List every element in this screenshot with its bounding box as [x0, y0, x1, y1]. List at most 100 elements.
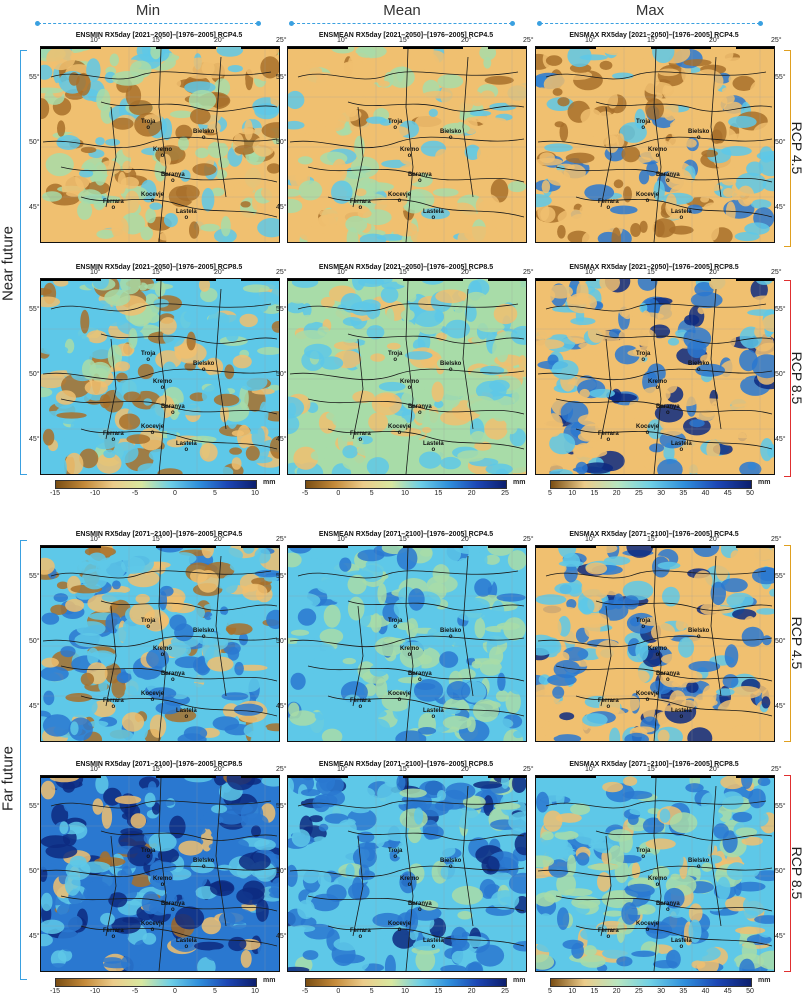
- colorbar-tick-label: -15: [49, 490, 61, 497]
- city-label: Kocevje o: [636, 424, 660, 436]
- lat-tick-label: 50°: [775, 868, 786, 875]
- city-label: Kocevje o: [636, 921, 660, 933]
- city-label: Kremo o: [400, 147, 420, 159]
- city-label: Bielsko o: [440, 858, 462, 870]
- colorbar-tick-label: 0: [336, 490, 341, 497]
- scenario-label: RCP 4.5: [789, 616, 805, 670]
- lon-tick-label: 20°: [214, 536, 225, 543]
- city-label: Bielsko o: [688, 129, 710, 141]
- city-label: Lastela o: [423, 441, 444, 453]
- city-label: Kremo o: [153, 876, 173, 888]
- city-label: Lastela o: [423, 708, 444, 720]
- colorbar-tick-label: 10: [568, 988, 577, 995]
- lat-tick-label: 50°: [29, 638, 40, 645]
- city-label: Bielsko o: [440, 361, 462, 373]
- frame-bar: [241, 47, 279, 49]
- colorbar-tick-label: 10: [401, 490, 409, 497]
- colorbar-tick-label: 30: [657, 988, 666, 995]
- lon-tick-label: 15°: [152, 536, 163, 543]
- lon-tick-label: 10°: [90, 269, 101, 276]
- lon-tick-label: 10°: [90, 37, 101, 44]
- city-label: Ferrara o: [598, 698, 619, 710]
- lat-tick-label: 55°: [276, 573, 287, 580]
- panel-title: ENSMIN RX5day [2021–2050]–[1976–2005] RC…: [75, 264, 243, 271]
- city-label: Ferrara o: [598, 928, 619, 940]
- lon-tick-label: 25°: [276, 37, 287, 44]
- lon-tick-label: 15°: [399, 536, 410, 543]
- city-label: Ferrara o: [350, 431, 371, 443]
- city-label: Baranya o: [408, 671, 432, 683]
- map-panel: Troja o Bielsko o Kremo o Baranya o Kocevje o Ferr…: [287, 278, 527, 475]
- panel-title: ENSMAX RX5day [2021–2050]–[1976–2005] RC…: [569, 264, 739, 271]
- panel-title: ENSMIN RX5day [2071–2100]–[1976–2005] RC…: [75, 761, 243, 768]
- lon-tick-label: 15°: [152, 766, 163, 773]
- scenario-label: RCP 8.5: [789, 846, 805, 900]
- colorbar-tick-label: 50: [746, 490, 754, 497]
- lat-tick-label: 55°: [276, 803, 287, 810]
- column-title: Mean: [383, 2, 421, 19]
- frame-bar: [651, 47, 711, 49]
- lat-tick-label: 45°: [276, 933, 287, 940]
- lon-tick-label: 25°: [523, 766, 534, 773]
- frame-bar: [403, 279, 463, 281]
- lat-tick-label: 45°: [29, 436, 40, 443]
- colorbar-unit: mm: [263, 479, 276, 486]
- city-label: Lastela o: [671, 441, 692, 453]
- panel-title: ENSMAX RX5day [2021–2050]–[1976–2005] RC…: [569, 32, 739, 39]
- colorbar-tick-label: 20: [612, 490, 621, 497]
- column-header-mean: Mean: [282, 2, 522, 26]
- colorbar-tick-label: 0: [173, 988, 177, 995]
- lon-tick-label: 20°: [461, 269, 472, 276]
- panel-title: ENSMEAN RX5day [2071–2100]–[1976–2005] R…: [318, 761, 494, 768]
- colorbar-tick-label: 15: [590, 490, 599, 497]
- lat-tick-label: 45°: [29, 204, 40, 211]
- frame-bar: [41, 279, 101, 281]
- lat-tick-label: 45°: [775, 204, 786, 211]
- city-label: Kremo o: [648, 876, 668, 888]
- city-label: Troja o: [388, 848, 403, 860]
- frame-bar: [41, 47, 101, 49]
- frame-bar: [241, 279, 279, 281]
- lat-tick-label: 55°: [775, 306, 786, 313]
- colorbar-mean: mm -5 0 5 10 15 20 25: [295, 479, 535, 497]
- city-label: Kremo o: [648, 147, 668, 159]
- colorbar-tick-label: 5: [369, 490, 374, 497]
- lat-tick-label: 50°: [276, 638, 287, 645]
- map-panel: Troja o Bielsko o Kremo o Baranya o Kocevje o Ferr…: [40, 545, 280, 742]
- city-label: Baranya o: [161, 172, 185, 184]
- city-label: Ferrara o: [103, 698, 124, 710]
- lon-tick-label: 15°: [399, 269, 410, 276]
- colorbar-min: mm -15 -10 -5 0 5 10: [45, 479, 285, 497]
- city-label: Ferrara o: [350, 928, 371, 940]
- lon-tick-label: 25°: [771, 536, 782, 543]
- frame-bar: [651, 776, 711, 778]
- colorbar-unit: mm: [758, 977, 771, 984]
- lon-tick-label: 15°: [647, 269, 658, 276]
- lat-tick-label: 50°: [276, 139, 287, 146]
- column-span-arrow: [35, 21, 261, 26]
- colorbar-tick-label: 25: [501, 988, 509, 995]
- lon-tick-label: 25°: [523, 536, 534, 543]
- lon-tick-label: 20°: [214, 766, 225, 773]
- panel-title: ENSMIN RX5day [2071–2100]–[1976–2005] RC…: [75, 531, 243, 538]
- lat-tick-label: 45°: [775, 436, 786, 443]
- map-panel: Troja o Bielsko o Kremo o Baranya o Kocevje o Ferr…: [40, 775, 280, 972]
- lon-tick-label: 15°: [152, 269, 163, 276]
- city-label: Troja o: [636, 351, 651, 363]
- lat-tick-label: 45°: [276, 436, 287, 443]
- lat-tick-label: 55°: [276, 306, 287, 313]
- lon-tick-label: 15°: [399, 766, 410, 773]
- colorbar-tick-label: 5: [369, 988, 374, 995]
- frame-bar: [241, 546, 279, 548]
- frame-bar: [536, 279, 596, 281]
- lon-tick-label: 25°: [523, 37, 534, 44]
- city-label: Kremo o: [153, 379, 173, 391]
- city-label: Ferrara o: [350, 199, 371, 211]
- lon-tick-label: 25°: [523, 269, 534, 276]
- frame-bar: [736, 279, 774, 281]
- city-label: Kocevje o: [636, 192, 660, 204]
- colorbar-mean-far: mm -5 0 5 10 15 20 25: [295, 977, 535, 995]
- colorbar-unit: mm: [513, 479, 526, 486]
- colorbar-tick-label: -5: [301, 988, 309, 995]
- city-label: Kremo o: [400, 379, 420, 391]
